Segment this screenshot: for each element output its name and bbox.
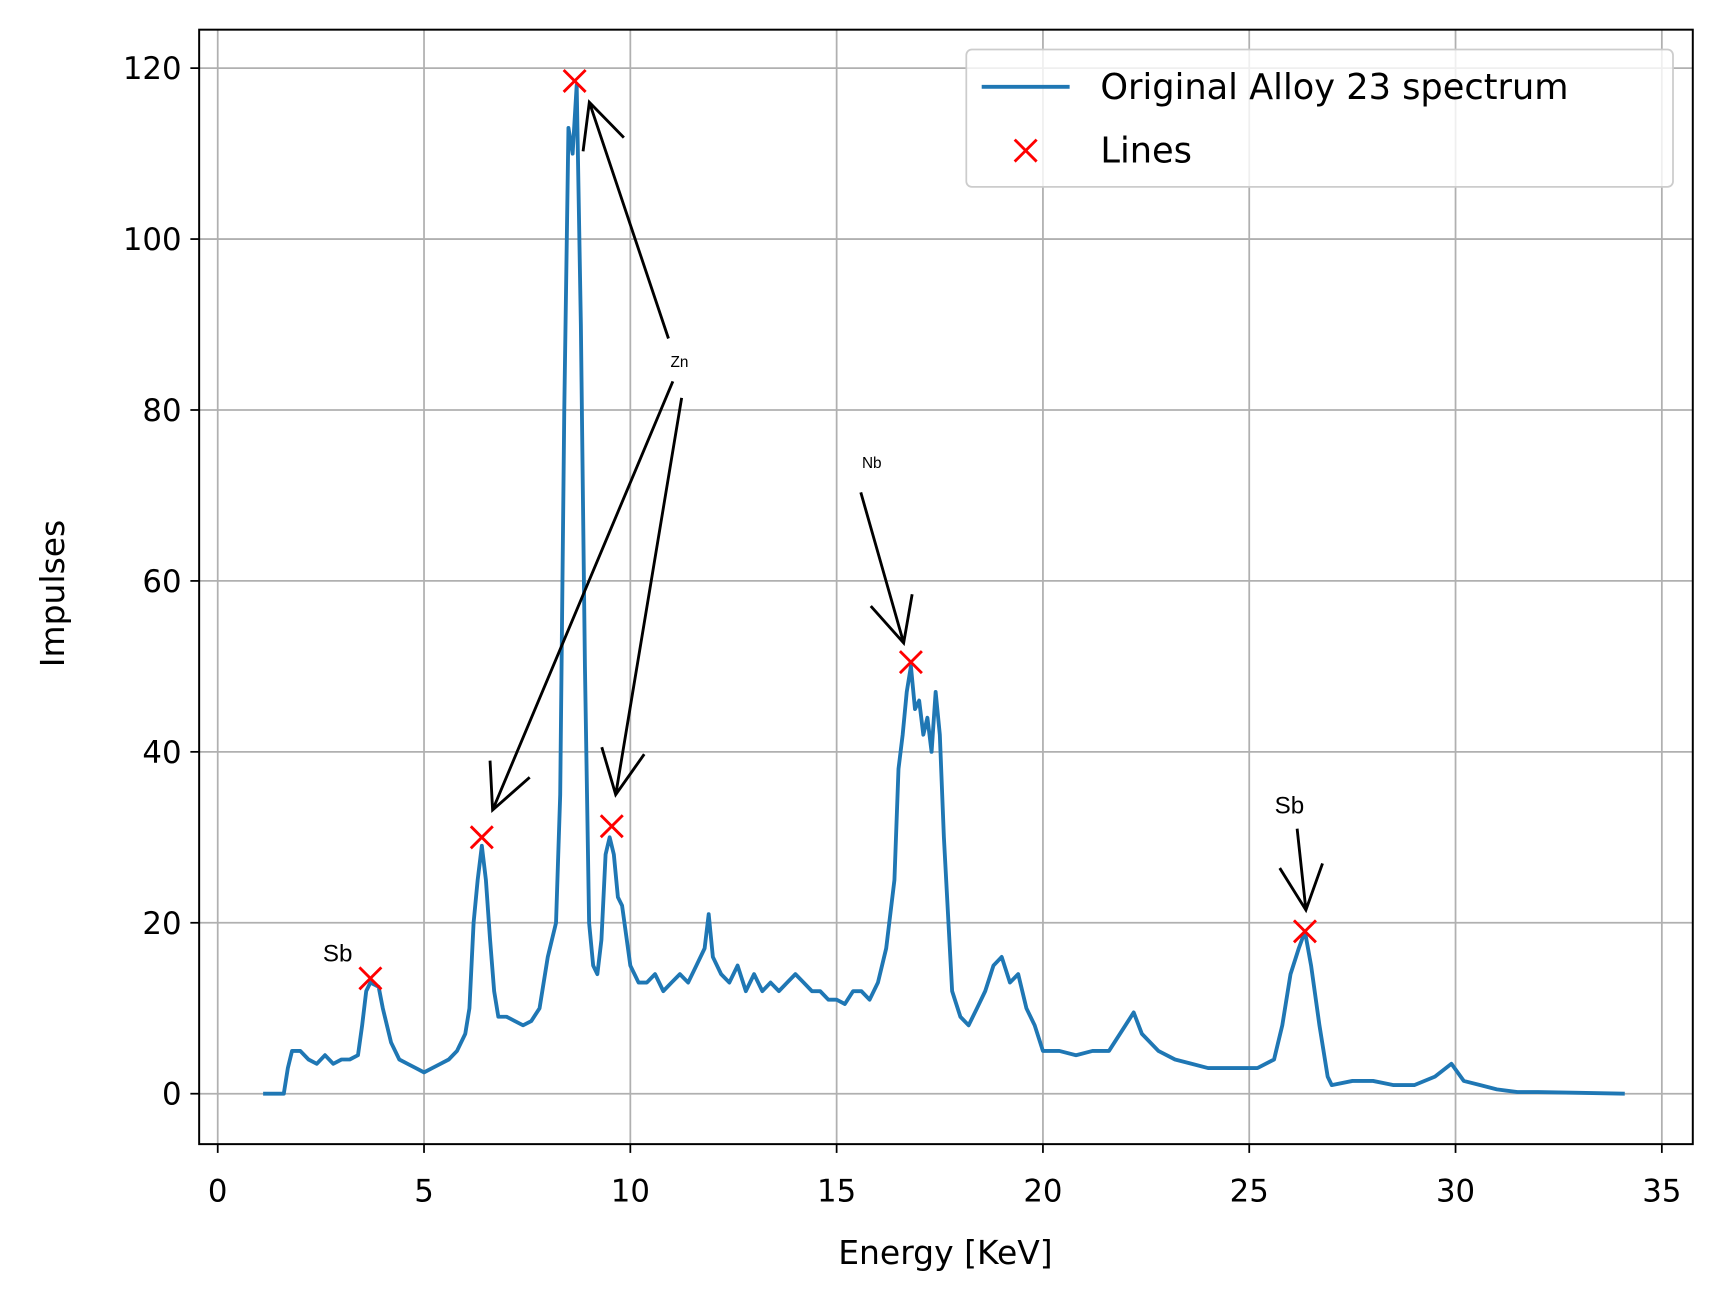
legend: Original Alloy 23 spectrum Lines — [965, 48, 1674, 188]
x-tick-label: 5 — [414, 1173, 434, 1209]
x-tick-label: 30 — [1436, 1173, 1475, 1209]
annotation: Sb — [1275, 792, 1305, 819]
x-tick-label: 35 — [1642, 1173, 1681, 1209]
legend-label: Original Alloy 23 spectrum — [1100, 67, 1568, 108]
y-tick-label: 100 — [123, 222, 182, 258]
y-tick-label: 40 — [142, 735, 181, 771]
annotation: Zn — [670, 354, 688, 371]
line-marker — [469, 825, 494, 850]
legend-label: Lines — [1100, 131, 1192, 172]
annotation-arrow — [1278, 828, 1324, 914]
x-tick-label: 15 — [817, 1173, 856, 1209]
y-tick-label: 120 — [123, 51, 182, 87]
x-tick-label: 25 — [1230, 1173, 1269, 1209]
y-tick-label: 80 — [142, 393, 181, 429]
line-marker — [562, 68, 587, 93]
legend-box — [965, 48, 1674, 188]
x-tick-label: 20 — [1023, 1173, 1062, 1209]
marker-stroke — [599, 814, 624, 839]
marker-stroke — [1013, 138, 1038, 163]
marker-stroke — [358, 966, 383, 991]
y-tick-label: 0 — [162, 1077, 182, 1113]
line-marker — [898, 650, 923, 675]
annotation-arrow — [488, 380, 675, 814]
y-axis-label: Impulses — [33, 520, 72, 667]
marker-stroke — [898, 650, 923, 675]
annotation-arrow — [581, 99, 670, 339]
annotation: Sb — [323, 941, 353, 968]
plot-frame — [198, 28, 1694, 1146]
marker-stroke — [1292, 919, 1317, 944]
marker-stroke — [562, 68, 587, 93]
x-tick-label: 0 — [208, 1173, 228, 1209]
annotation-arrow — [859, 491, 914, 647]
x-axis-label: Energy [KeV] — [838, 1233, 1052, 1272]
marker-stroke — [469, 825, 494, 850]
y-tick-label: 60 — [142, 564, 181, 600]
spectrum-line — [263, 83, 1625, 1096]
line-marker — [1013, 138, 1038, 163]
y-tick-label: 20 — [142, 906, 181, 942]
x-tick-label: 10 — [611, 1173, 650, 1209]
line-marker — [1292, 919, 1317, 944]
annotation: Nb — [862, 455, 882, 472]
line-marker — [599, 814, 624, 839]
line-marker — [358, 966, 383, 991]
annotation-arrow — [600, 397, 684, 798]
grid — [199, 29, 1693, 1145]
